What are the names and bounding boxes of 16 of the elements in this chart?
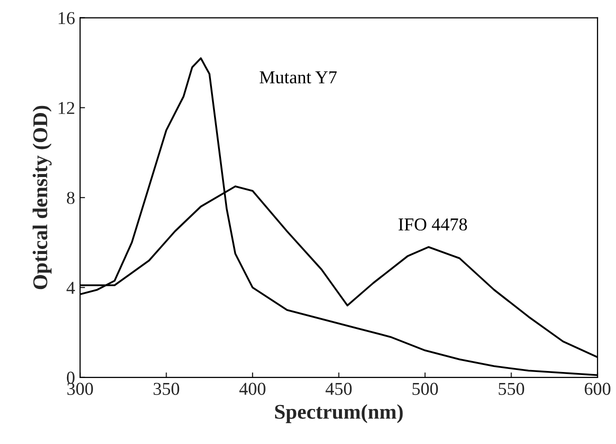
y-tick-label: 8 <box>66 192 75 204</box>
y-tick-label: 0 <box>66 372 75 384</box>
x-axis-title: Spectrum(nm) <box>275 404 403 424</box>
series-label: IFO 4478 <box>398 218 467 231</box>
x-tick-label: 600 <box>584 382 610 395</box>
y-tick-label: 4 <box>66 282 75 294</box>
x-tick-label: 300 <box>67 382 93 395</box>
y-axis-title: Optical density (OD) <box>32 106 52 290</box>
x-tick-label: 450 <box>326 382 352 395</box>
y-tick-label: 16 <box>58 12 75 24</box>
x-tick-label: 400 <box>239 382 266 395</box>
y-tick-label: 12 <box>58 102 74 114</box>
x-tick-label: 500 <box>412 382 438 395</box>
x-tick-label: 550 <box>498 382 524 395</box>
text: Mutant Y7 <box>260 71 337 84</box>
x-tick-label: 350 <box>154 382 180 395</box>
